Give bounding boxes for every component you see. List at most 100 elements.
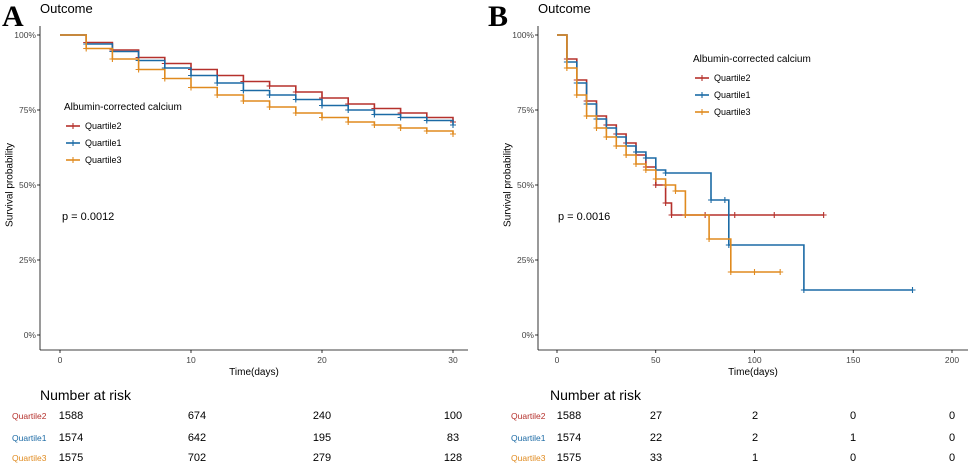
y-tick-label: 50% — [19, 180, 36, 190]
censor-mark — [135, 66, 142, 73]
censor-mark — [573, 92, 580, 98]
legend: Albumin-corrected calcium Quartile2 Quarti… — [64, 102, 182, 165]
risk-cell: 83 — [447, 432, 459, 444]
risk-cell: 642 — [188, 432, 206, 444]
y-tick-label: 25% — [517, 255, 534, 265]
x-tick-label: 100 — [747, 355, 761, 365]
y-tick-label: 100% — [512, 30, 534, 40]
p-value: p = 0.0016 — [558, 211, 610, 223]
risk-cell: 0 — [949, 432, 955, 444]
censor-mark — [662, 200, 669, 206]
censor-mark — [266, 92, 273, 98]
censor-mark — [423, 128, 430, 134]
y-tick-label: 75% — [517, 105, 534, 115]
y-tick-label: 0% — [522, 330, 535, 340]
censor-mark — [623, 152, 630, 158]
censor-mark — [240, 87, 247, 94]
x-axis-label: Time(days) — [229, 367, 279, 378]
risk-cell: 128 — [444, 452, 462, 463]
risk-cell: 702 — [188, 452, 206, 463]
censor-mark — [603, 134, 610, 140]
chart-title: Outcome — [538, 1, 591, 16]
censor-mark — [777, 269, 784, 275]
risk-cell: 0 — [850, 452, 856, 463]
censor-mark — [397, 114, 404, 121]
risk-cell: 674 — [188, 410, 206, 422]
risk-table-title: Number at risk — [40, 387, 132, 403]
censor-mark — [721, 197, 728, 203]
censor-mark — [345, 119, 352, 125]
censor-mark — [633, 149, 639, 155]
censor-mark — [727, 269, 734, 275]
x-tick-label: 20 — [317, 355, 327, 365]
censor-mark — [266, 83, 273, 89]
risk-cell: 100 — [444, 410, 462, 422]
risk-cell: 0 — [949, 452, 955, 463]
censor-mark — [751, 269, 758, 275]
legend-item: Quartile1 — [714, 90, 751, 100]
y-axis-label: Survival probability — [5, 143, 16, 227]
censor-mark — [292, 96, 299, 103]
risk-table: Number at risk Quartile2 1588 674 240 100 Quar… — [12, 387, 462, 463]
censor-mark — [450, 122, 456, 128]
risk-cell: 22 — [650, 432, 662, 444]
censor-mark — [652, 176, 659, 182]
risk-cell: 33 — [650, 452, 662, 463]
panel-a: A Outcome 0% 25% 50% 75% 100% 0 10 20 30 Time(days)… — [2, 0, 468, 463]
y-tick-label: 50% — [517, 180, 534, 190]
panel-letter: A — [2, 0, 24, 33]
censor-mark — [771, 212, 778, 218]
censor-mark — [83, 45, 90, 52]
y-tick-label: 100% — [14, 30, 36, 40]
risk-row-label: Quartile1 — [511, 433, 546, 443]
censor-mark — [292, 89, 299, 95]
risk-cell: 0 — [850, 410, 856, 422]
x-axis-label: Time(days) — [728, 367, 778, 378]
censor-mark — [652, 182, 659, 188]
x-tick-label: 0 — [555, 355, 560, 365]
y-tick-label: 25% — [19, 255, 36, 265]
censor-mark — [613, 143, 620, 149]
censor-mark — [240, 98, 247, 104]
y-tick-label: 75% — [19, 105, 36, 115]
risk-table-title: Number at risk — [550, 387, 642, 403]
censor-mark — [188, 72, 194, 79]
risk-row-label: Quartile3 — [511, 453, 546, 463]
series-line-quartile2 — [60, 34, 454, 122]
censor-mark — [214, 92, 221, 98]
censor-mark — [706, 236, 713, 242]
risk-cell: 2 — [752, 432, 758, 444]
censor-mark — [266, 104, 273, 110]
risk-cell: 1588 — [557, 410, 581, 422]
risk-cell: 2 — [752, 410, 758, 422]
censor-mark — [820, 212, 827, 218]
risk-cell: 1 — [850, 432, 856, 444]
legend-item: Quartile3 — [85, 155, 122, 165]
panel-letter: B — [488, 0, 508, 33]
censor-mark — [672, 188, 679, 194]
risk-cell: 279 — [313, 452, 331, 463]
x-tick-label: 200 — [945, 355, 959, 365]
censor-mark — [662, 170, 669, 176]
censor-mark — [682, 212, 689, 218]
risk-cell: 0 — [949, 410, 955, 422]
risk-row-label: Quartile1 — [12, 433, 47, 443]
censor-mark — [593, 125, 600, 131]
censor-mark — [708, 197, 715, 203]
risk-cell: 1588 — [59, 410, 83, 422]
risk-cell: 240 — [313, 410, 331, 422]
risk-row-label: Quartile3 — [12, 453, 47, 463]
censor-mark — [319, 102, 325, 109]
y-axis-label: Survival probability — [503, 143, 514, 227]
risk-cell: 1574 — [557, 432, 581, 444]
censor-mark — [633, 161, 639, 167]
x-tick-label: 30 — [448, 355, 458, 365]
censor-mark — [563, 65, 570, 71]
censor-mark — [731, 212, 738, 218]
legend-item: Quartile1 — [85, 138, 122, 148]
censor-mark — [642, 155, 649, 161]
x-tick-label: 10 — [186, 355, 196, 365]
censor-mark — [161, 75, 168, 82]
